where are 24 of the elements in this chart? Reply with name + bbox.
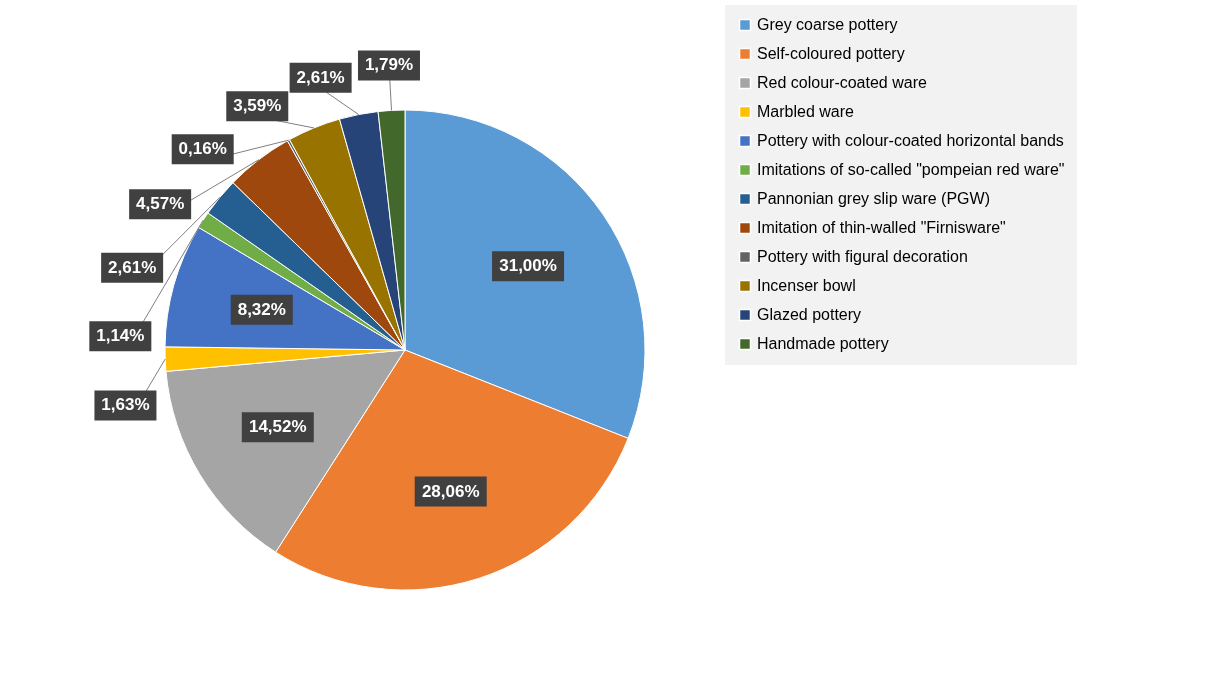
data-label: 0,16% — [178, 139, 227, 159]
legend-label: Grey coarse pottery — [757, 16, 898, 33]
legend-label: Imitation of thin-walled "Firnisware" — [757, 219, 1006, 236]
data-label: 31,00% — [499, 256, 557, 276]
legend-label: Red colour-coated ware — [757, 74, 927, 91]
data-label: 14,52% — [248, 417, 307, 437]
legend-label: Pottery with figural decoration — [757, 248, 968, 265]
data-label: 1,79% — [364, 55, 414, 75]
legend-label: Incenser bowl — [757, 277, 856, 294]
legend-label: Pottery with colour-coated horizontal bands — [757, 132, 1064, 149]
data-label: 8,32% — [237, 299, 286, 319]
data-label: 4,57% — [136, 194, 185, 214]
data-label: 2,61% — [108, 257, 157, 277]
data-label: 1,63% — [101, 395, 150, 415]
data-label: 28,06% — [421, 481, 480, 501]
legend-label: Handmade pottery — [757, 335, 889, 352]
data-label: 1,14% — [96, 326, 145, 346]
data-label: 2,61% — [296, 67, 345, 87]
legend-label: Self-coloured pottery — [757, 45, 905, 62]
legend-label: Imitations of so-called "pompeian red ware" — [757, 161, 1065, 178]
legend-label: Marbled ware — [757, 103, 855, 120]
legend-label: Glazed pottery — [757, 306, 862, 323]
legend-label: Pannonian grey slip ware (PGW) — [757, 190, 990, 207]
data-label: 3,59% — [233, 96, 282, 116]
